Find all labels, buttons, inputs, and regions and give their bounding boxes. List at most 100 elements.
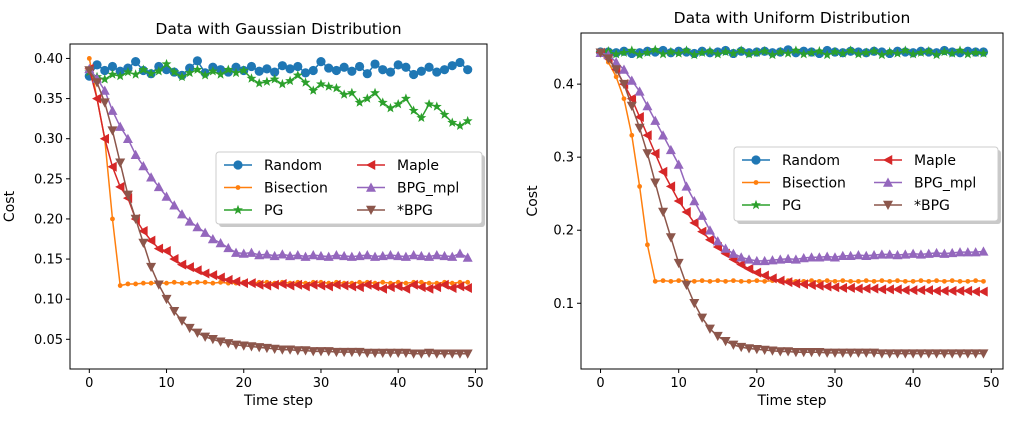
data-point: [393, 281, 403, 292]
data-point: [316, 57, 326, 67]
data-point: [192, 328, 203, 338]
data-point: [261, 280, 272, 291]
legend-label: Maple: [914, 153, 956, 169]
legend-item: Maple: [874, 153, 956, 169]
data-point: [92, 93, 102, 104]
data-point: [385, 103, 396, 113]
data-point: [171, 279, 177, 285]
data-point: [861, 250, 872, 261]
legend-marker: [366, 205, 376, 215]
data-point: [923, 349, 934, 359]
data-point: [689, 196, 700, 206]
data-point: [308, 65, 318, 76]
data-point: [629, 132, 635, 138]
data-point: [400, 251, 411, 261]
data-point: [308, 279, 318, 290]
data-point: [673, 159, 684, 169]
data-point: [323, 81, 334, 91]
y-tick-label: 0.05: [34, 333, 63, 348]
legend-item: Bisection: [742, 176, 846, 192]
data-point: [277, 249, 288, 259]
data-point: [892, 284, 902, 295]
data-point: [759, 345, 770, 356]
series-bpg: [84, 66, 473, 359]
data-point: [416, 282, 426, 293]
data-point: [947, 349, 958, 359]
legend: Random Bisection PG Maple BPG_mpl *BPG: [733, 146, 1001, 224]
legend-item: BPG_mpl: [357, 181, 459, 197]
data-point: [176, 209, 187, 219]
data-point: [934, 278, 939, 284]
data-point: [931, 247, 942, 258]
data-point: [915, 349, 926, 359]
data-point: [218, 279, 223, 285]
data-point: [107, 69, 118, 79]
data-point: [254, 78, 265, 88]
data-point: [798, 48, 809, 59]
data-point: [377, 250, 388, 261]
data-point: [270, 67, 280, 77]
data-point: [704, 225, 715, 235]
data-point: [192, 265, 202, 276]
data-point: [184, 67, 195, 78]
legend-item: PG: [224, 203, 283, 219]
data-point: [176, 316, 187, 326]
data-point: [447, 251, 458, 261]
data-point: [759, 46, 770, 56]
x-tick-label: 10: [670, 376, 687, 391]
data-point: [184, 262, 194, 273]
data-point: [377, 283, 387, 294]
data-point: [699, 278, 705, 284]
data-point: [400, 283, 411, 294]
data-point: [806, 47, 817, 57]
data-point: [161, 294, 172, 305]
data-point: [759, 270, 769, 281]
data-point: [439, 349, 450, 359]
data-point: [973, 278, 979, 284]
y-tick-label: 0.40: [34, 52, 63, 67]
data-point: [673, 48, 684, 58]
data-point: [830, 46, 840, 57]
x-axis-label: Time step: [243, 393, 313, 409]
data-point: [300, 281, 310, 292]
data-point: [92, 60, 102, 70]
legend-label: *BPG: [914, 198, 950, 214]
data-point: [720, 243, 731, 253]
data-point: [385, 67, 396, 77]
data-point: [285, 64, 295, 74]
legend-item: BPG_mpl: [874, 176, 976, 192]
data-point: [223, 339, 234, 349]
data-point: [814, 280, 824, 291]
data-point: [762, 278, 768, 284]
data-point: [431, 349, 442, 359]
series-pg: [595, 44, 989, 60]
data-point: [130, 149, 141, 159]
data-point: [673, 258, 684, 269]
x-tick-label: 40: [905, 376, 922, 391]
data-point: [416, 66, 426, 76]
chart-title: Data with Gaussian Distribution: [155, 20, 401, 38]
data-point: [707, 278, 713, 284]
data-point: [965, 278, 971, 284]
data-point: [416, 250, 427, 261]
legend-marker: [366, 160, 376, 170]
data-point: [947, 48, 958, 58]
data-point: [207, 234, 218, 244]
data-point: [916, 47, 926, 57]
data-point: [431, 101, 442, 111]
data-point: [814, 46, 825, 56]
data-point: [955, 45, 965, 55]
data-point: [876, 284, 887, 295]
data-point: [645, 242, 650, 248]
legend-label: PG: [782, 198, 801, 214]
data-point: [957, 278, 963, 284]
data-point: [853, 48, 864, 59]
data-point: [611, 48, 622, 59]
data-point: [439, 65, 450, 75]
data-point: [822, 281, 832, 292]
data-point: [465, 279, 471, 285]
data-point: [767, 255, 778, 265]
data-point: [744, 263, 754, 274]
data-point: [962, 247, 973, 257]
legend-marker: [233, 160, 243, 170]
